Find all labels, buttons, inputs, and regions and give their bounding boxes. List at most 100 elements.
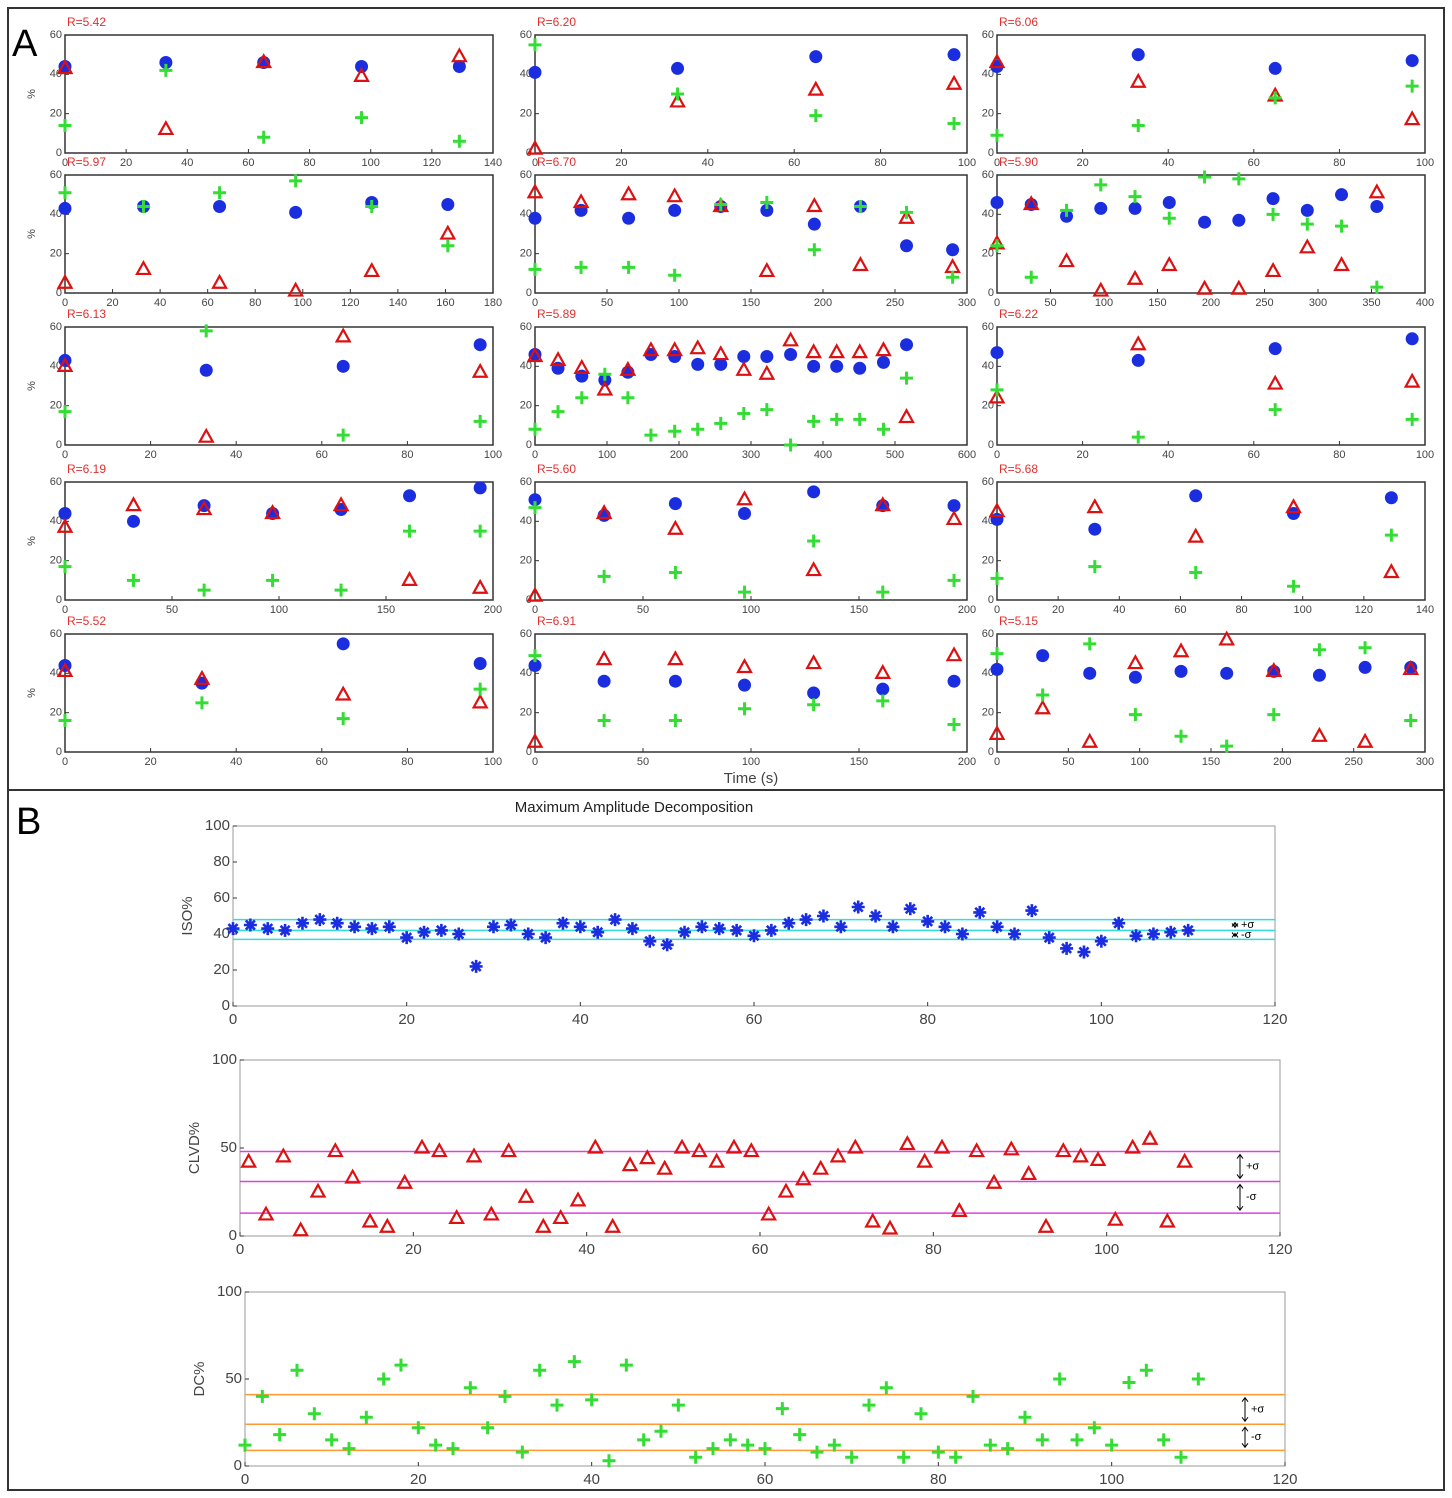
point	[947, 573, 961, 587]
point	[336, 428, 350, 442]
point	[1191, 1372, 1205, 1386]
point	[805, 197, 823, 213]
point	[355, 111, 369, 125]
point	[671, 61, 685, 75]
point	[764, 923, 778, 937]
point	[950, 1201, 968, 1218]
point	[864, 1212, 882, 1228]
point	[760, 403, 774, 417]
point	[642, 341, 660, 357]
point	[361, 1212, 379, 1228]
point	[1112, 916, 1126, 930]
point	[1053, 1372, 1067, 1386]
x-tick-label: 200	[958, 756, 976, 768]
point	[1218, 630, 1236, 646]
x-tick-label: 500	[886, 449, 904, 461]
point	[551, 405, 565, 419]
y-tick-label: 20	[50, 108, 62, 120]
x-tick-label: 100	[484, 756, 502, 768]
point	[673, 1138, 691, 1154]
point	[469, 959, 483, 973]
point	[193, 669, 211, 685]
point	[126, 514, 140, 528]
point	[551, 361, 565, 375]
x-tick-label: 300	[958, 297, 976, 309]
point	[853, 361, 867, 375]
point	[643, 934, 657, 948]
point	[382, 920, 396, 934]
x-tick-label: 50	[166, 604, 178, 616]
y-tick-label: 0	[526, 746, 532, 758]
point	[760, 196, 774, 210]
y-tick-label: 20	[520, 108, 532, 120]
point	[526, 586, 544, 602]
point	[1358, 641, 1372, 655]
y-tick-label: 60	[50, 29, 62, 41]
point	[473, 481, 487, 495]
x-tick-label: 80	[1333, 449, 1345, 461]
point	[828, 343, 846, 359]
y-tick-label: 20	[982, 108, 994, 120]
y-tick-label: 0	[988, 287, 994, 299]
chart-title: R=6.19	[67, 462, 106, 476]
point	[481, 1421, 495, 1435]
x-tick-label: 100	[294, 297, 312, 309]
point	[417, 925, 431, 939]
point	[637, 1433, 651, 1447]
x-tick-label: 100	[1089, 1011, 1114, 1028]
point	[567, 1355, 581, 1369]
point	[125, 496, 142, 512]
plot-area	[64, 326, 494, 446]
point	[482, 1205, 500, 1221]
point	[334, 685, 352, 701]
point	[990, 383, 1004, 397]
point	[515, 1445, 529, 1459]
point	[1311, 726, 1328, 742]
point	[58, 506, 72, 520]
y-tick-label: 0	[222, 997, 230, 1014]
point	[278, 923, 292, 937]
x-tick-label: 150	[1202, 756, 1220, 768]
point	[876, 355, 890, 369]
point	[290, 1363, 304, 1377]
point	[353, 66, 370, 82]
point	[666, 341, 684, 357]
y-tick-label: 60	[982, 476, 994, 488]
x-tick-label: 40	[572, 1011, 589, 1028]
point	[668, 424, 682, 438]
point	[669, 92, 686, 108]
point	[1131, 118, 1145, 132]
point	[851, 900, 865, 914]
chart-title: R=6.22	[999, 307, 1038, 321]
point	[1070, 1433, 1084, 1447]
point	[966, 1389, 980, 1403]
point	[401, 570, 418, 586]
point	[741, 1438, 755, 1452]
plot-area	[64, 34, 494, 154]
x-tick-label: 50	[637, 604, 649, 616]
point	[377, 1372, 391, 1386]
point	[1094, 934, 1108, 948]
point	[775, 1402, 789, 1416]
y-axis-label: %	[26, 688, 38, 698]
point	[264, 504, 281, 520]
x-tick-label: 120	[423, 157, 441, 169]
y-tick-label: 40	[50, 515, 62, 527]
point	[812, 1159, 830, 1175]
x-tick-label: 40	[583, 1471, 600, 1488]
point	[668, 350, 682, 363]
point	[900, 239, 914, 253]
point	[805, 654, 823, 670]
point	[58, 118, 72, 132]
point	[809, 50, 823, 64]
point	[805, 561, 823, 577]
point	[807, 414, 821, 428]
x-tick-label: 160	[436, 297, 454, 309]
point	[1058, 252, 1075, 268]
point	[621, 1156, 639, 1172]
y-axis-label: CLVD%	[186, 1122, 203, 1174]
point	[1164, 925, 1178, 939]
point	[876, 585, 890, 599]
point	[1001, 1442, 1015, 1456]
sigma-arrow	[1236, 1183, 1244, 1211]
